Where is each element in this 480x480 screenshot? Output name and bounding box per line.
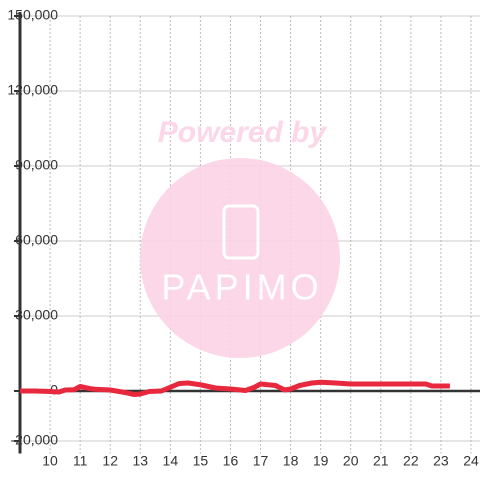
x-tick-label: 20: [343, 453, 359, 469]
x-tick-label: 15: [193, 453, 209, 469]
x-tick-label: 21: [373, 453, 389, 469]
x-tick-label: 17: [253, 453, 269, 469]
x-tick-label: 11: [73, 453, 88, 469]
line: [20, 379, 450, 397]
y-tick-label: 60,000: [15, 232, 58, 248]
x-tick-label: 13: [132, 453, 148, 469]
x-tick-label: 24: [463, 453, 479, 469]
y-tick-label: 30,000: [15, 307, 58, 323]
watermark: Powered by PAPIMO: [140, 116, 340, 358]
x-tick-label: 22: [403, 453, 419, 469]
y-tick-label: 90,000: [15, 157, 58, 173]
x-tick-label: 23: [433, 453, 449, 469]
y-tick-label: 120,000: [7, 82, 58, 98]
x-tick-label: 10: [42, 453, 58, 469]
x-tick-label: 19: [313, 453, 329, 469]
x-tick-label: 16: [223, 453, 239, 469]
y-tick-label: 150,000: [7, 7, 58, 23]
y-tick-label: -20,000: [11, 432, 59, 448]
x-tick-label: 12: [102, 453, 118, 469]
watermark-icon: [222, 204, 260, 260]
x-tick-label: 18: [283, 453, 299, 469]
x-tick-label: 14: [163, 453, 179, 469]
watermark-logo: PAPIMO: [161, 267, 322, 308]
watermark-text: Powered by: [158, 116, 328, 149]
